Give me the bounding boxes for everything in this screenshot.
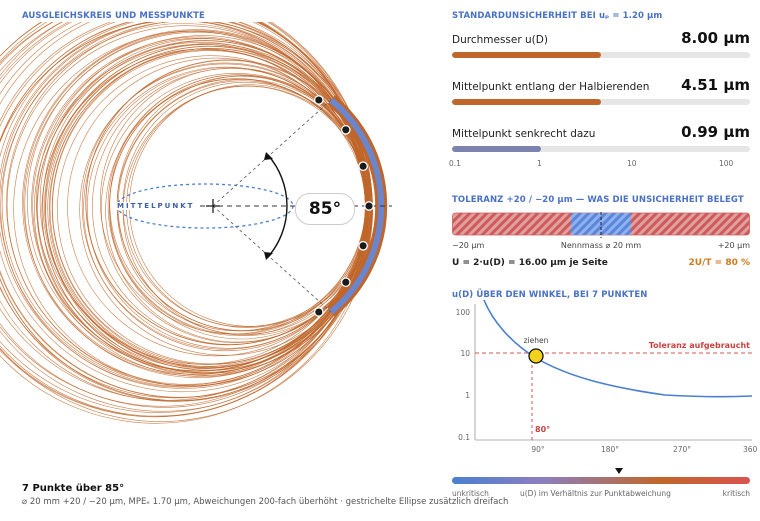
y-tick-10: 10 (460, 349, 470, 358)
scale-tick-0.1: 0.1 (449, 159, 461, 168)
measurement-point[interactable] (340, 124, 351, 135)
fit-circle-plot[interactable] (0, 22, 430, 462)
x-tick-360: 360° (743, 445, 758, 454)
threshold-label: Toleranz aufgebraucht (649, 341, 750, 350)
tolerance-nominal-label: Nennmass ⌀ 20 mm (560, 241, 642, 250)
center-along-label: Mittelpunkt entlang der Halbierenden (452, 81, 650, 93)
measurement-point[interactable] (313, 307, 324, 317)
x-tick-180: 180° (601, 445, 619, 454)
tolerance-upper-label: +20 µm (717, 241, 750, 250)
angle-arrowhead-bottom (264, 252, 273, 260)
angle-arc (267, 154, 288, 258)
x-tick-270: 270° (673, 445, 691, 454)
legend-left: unkritisch (452, 489, 489, 498)
legend-mid: u(D) im Verhältnis zur Punktabweichung (520, 489, 671, 498)
angle-arrowhead-top (264, 152, 273, 160)
scale-tick-10: 10 (627, 159, 637, 168)
center-label: MITTELPUNKT (115, 202, 197, 210)
ud-angle-chart[interactable]: 100 10 1 0.1 90° 180° 270° 360° Toleranz… (440, 300, 758, 460)
tolerance-ratio: 2U/T = 80 % (688, 258, 750, 268)
arc-start-ray (212, 99, 332, 207)
arc-end-ray (212, 205, 332, 313)
tolerance-bar[interactable] (452, 212, 750, 238)
circle-panel-title: AUSGLEICHSKREIS UND MESSPUNKTE (22, 11, 205, 21)
center-along-bar-fill (452, 99, 601, 105)
y-tick-1: 1 (465, 391, 470, 400)
x-tick-90: 90° (531, 445, 545, 454)
scale-tick-100: 100 (719, 159, 734, 168)
marker-hint: ziehen (524, 336, 549, 345)
measurement-point[interactable] (364, 201, 374, 211)
measurement-point[interactable] (313, 95, 324, 105)
center-along-value: 4.51 µm (681, 76, 750, 94)
measurement-point[interactable] (358, 161, 368, 172)
ud-chart-title: u(D) ÜBER DEN WINKEL, BEI 7 PUNKTEN (452, 290, 648, 300)
angle-drag-handle[interactable] (528, 348, 544, 364)
center-perp-bar-fill (452, 146, 542, 152)
angle-badge[interactable]: 85° (295, 193, 355, 225)
footer-title: 7 Punkte über 85° (22, 483, 125, 494)
diameter-bar (452, 52, 750, 58)
fitted-circle (45, 46, 373, 374)
criticality-marker (615, 468, 623, 474)
center-perp-bar (452, 146, 750, 152)
diameter-value: 8.00 µm (681, 29, 750, 47)
measurement-point[interactable] (340, 277, 351, 288)
marker-angle-label: 80° (535, 425, 550, 434)
ud-curve (483, 300, 753, 398)
tolerance-formula: U = 2·u(D) = 16.00 µm je Seite (452, 258, 608, 268)
measurement-point[interactable] (358, 240, 368, 251)
diameter-label: Durchmesser u(D) (452, 34, 548, 46)
center-perp-value: 0.99 µm (681, 123, 750, 141)
tolerance-lower-label: −20 µm (452, 241, 485, 250)
y-tick-0.1: 0.1 (458, 433, 470, 442)
fitted-circle (26, 30, 368, 372)
y-tick-100: 100 (456, 308, 471, 317)
std-uncertainty-title: STANDARDUNSICHERHEIT BEI uₚ = 1.20 µm (452, 11, 663, 21)
tolerance-title: TOLERANZ +20 / −20 µm — WAS DIE UNSICHER… (452, 195, 744, 205)
measurement-points[interactable] (313, 95, 374, 317)
diameter-bar-fill (452, 52, 601, 58)
center-along-bar (452, 99, 750, 105)
scale-tick-1: 1 (537, 159, 542, 168)
fitted-circle (41, 48, 366, 373)
legend-right: kritisch (722, 489, 750, 498)
criticality-gradient (452, 477, 750, 484)
footer-subtitle: ⌀ 20 mm +20 / −20 µm, MPEₑ 1.70 µm, Abwe… (22, 497, 509, 507)
center-perp-label: Mittelpunkt senkrecht dazu (452, 128, 596, 140)
